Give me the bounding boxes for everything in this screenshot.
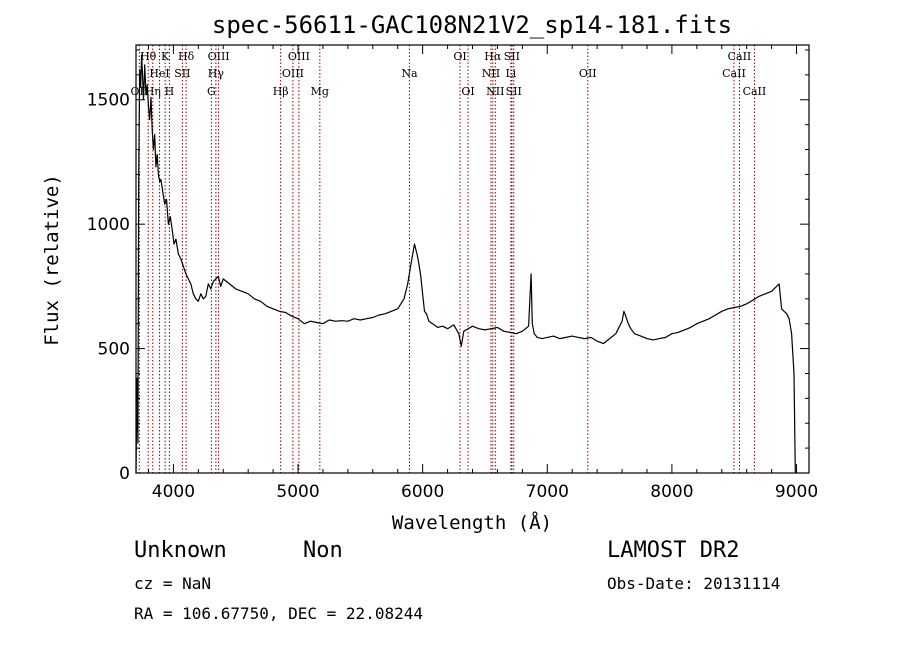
y-tick-label-2: 1000 [87,215,130,235]
x-tick-label-5: 9000 [775,482,818,502]
x-axis-label: Wavelength (Å) [392,511,552,534]
marker-label-19: Hα [484,50,502,63]
y-tick-label-0: 0 [119,464,130,484]
marker-label-10: OIII [208,50,230,63]
marker-label-4: K [161,50,170,63]
marker-label-8: G [207,85,216,98]
x-tick-label-4: 8000 [650,482,693,502]
marker-label-5: H [165,85,175,98]
x-tick-label-1: 5000 [276,482,319,502]
object-subclass: Non [303,538,343,563]
line-markers [138,45,755,473]
x-tick-label-3: 7000 [526,482,569,502]
marker-label-25: CaII [722,67,746,80]
spectrum-line [135,54,796,474]
marker-label-15: Na [401,67,418,80]
coordinates: RA = 106.67750, DEC = 22.08244 [134,604,423,623]
survey-name: LAMOST DR2 [607,538,740,563]
y-tick-label-1: 500 [98,340,130,360]
marker-label-11: Hβ [273,85,289,98]
marker-label-26: CaII [728,50,752,63]
tick-labels: 4000 5000 6000 7000 8000 9000 0 500 1000 1500 [87,91,818,502]
marker-label-14: Mg [311,85,329,98]
marker-label-3: HeI [149,67,169,80]
marker-label-24: OII [579,67,597,80]
redshift-cz: cz = NaN [134,574,212,593]
marker-label-17: OI [461,85,474,98]
line-marker-labels: OII Hθ Hη HeI K H SII Hδ G Hγ OIII Hβ OIII OIII Mg Na OI… [131,50,767,98]
y-axis-label: Flux (relative) [41,174,63,346]
marker-label-18: NII [482,67,500,80]
marker-label-9: Hγ [208,67,225,80]
x-tick-label-0: 4000 [152,482,195,502]
chart-title: spec-56611-GAC108N21V2_sp14-181.fits [212,11,732,39]
x-tick-label-2: 6000 [401,482,444,502]
axis-ticks [136,45,809,474]
marker-label-7: Hδ [178,50,195,63]
marker-label-21: Li [505,67,516,80]
marker-label-2: Hη [145,85,161,98]
marker-label-13: OIII [288,50,310,63]
marker-label-1: Hθ [140,50,157,63]
marker-label-23: SII [506,85,522,98]
marker-label-12: OIII [282,67,304,80]
marker-label-20: NII [486,85,504,98]
marker-label-6: SII [174,67,190,80]
y-tick-label-3: 1500 [87,91,130,111]
marker-label-22: SII [504,50,520,63]
object-class: Unknown [134,538,227,563]
marker-label-27: CaII [743,85,767,98]
observation-date: Obs-Date: 20131114 [607,574,781,593]
plot-frame [135,44,810,474]
marker-label-16: OI [453,50,466,63]
